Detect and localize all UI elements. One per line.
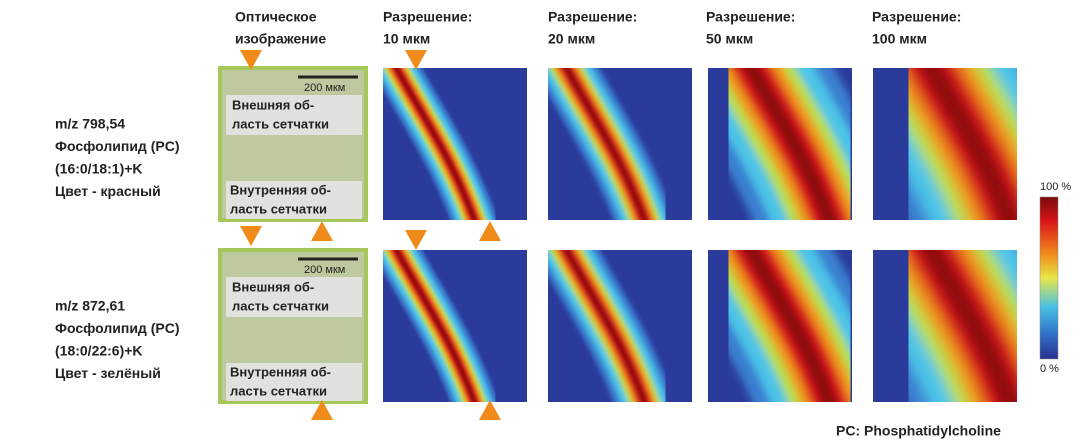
panels: Оптическое изображение Разрешение: 10 мкм Ра… [55, 9, 1017, 420]
arrow-marker [405, 230, 427, 250]
column-header: изображение [235, 31, 326, 47]
inner-region-label: Внутренняя об- [230, 364, 331, 379]
heatmap [383, 58, 527, 230]
heatmap-band [746, 58, 833, 230]
heatmap [708, 240, 852, 412]
heatmap [873, 58, 1017, 230]
arrow-marker [311, 221, 333, 241]
column-header: Разрешение: [872, 9, 961, 25]
outer-region-label: ласть сетчатки [232, 116, 329, 131]
colorbar [1040, 197, 1058, 359]
row-label: (16:0/18:1)+K [55, 161, 143, 177]
heatmap [548, 58, 692, 230]
row-label: m/z 872,61 [55, 298, 125, 314]
row-label: Фосфолипид (PC) [55, 138, 179, 154]
outer-region-label: ласть сетчатки [232, 298, 329, 313]
column-header: 20 мкм [548, 31, 595, 47]
column-header: Разрешение: [383, 9, 472, 25]
footnote: PC: Phosphatidylcholine [836, 423, 1001, 439]
heatmap [873, 240, 1017, 412]
column-header: Оптическое [235, 9, 317, 25]
scale-bar-label: 200 мкм [304, 264, 345, 276]
colorbar-min: 0 % [1040, 363, 1059, 375]
row-label: m/z 798,54 [55, 116, 125, 132]
column-header: Разрешение: [548, 9, 637, 25]
row-label: Цвет - зелёный [55, 365, 161, 381]
heatmap [708, 58, 852, 230]
arrow-marker [479, 400, 501, 420]
heatmap [383, 240, 527, 412]
heatmap-band [926, 240, 1013, 412]
column-header: Разрешение: [706, 9, 795, 25]
column-header: 10 мкм [383, 31, 430, 47]
inner-region-label: ласть сетчатки [230, 201, 327, 216]
heatmap [548, 240, 692, 412]
scale-bar-label: 200 мкм [304, 82, 345, 94]
inner-region-label: ласть сетчатки [230, 383, 327, 398]
column-header: 100 мкм [872, 31, 927, 47]
colorbar-max: 100 % [1040, 181, 1071, 193]
column-header: 50 мкм [706, 31, 753, 47]
outer-region-label: Внешняя об- [232, 97, 314, 112]
inner-region-label: Внутренняя об- [230, 182, 331, 197]
arrow-marker [479, 221, 501, 241]
row-label: (18:0/22:6)+K [55, 343, 143, 359]
arrow-marker [405, 50, 427, 70]
arrow-marker [240, 226, 262, 246]
figure: Оптическое изображение Разрешение: 10 мкм Ра… [0, 0, 1088, 443]
heatmap-band [746, 240, 833, 412]
row-label: Цвет - красный [55, 183, 161, 199]
heatmap-band [926, 58, 1013, 230]
row-label: Фосфолипид (PC) [55, 320, 179, 336]
outer-region-label: Внешняя об- [232, 279, 314, 294]
